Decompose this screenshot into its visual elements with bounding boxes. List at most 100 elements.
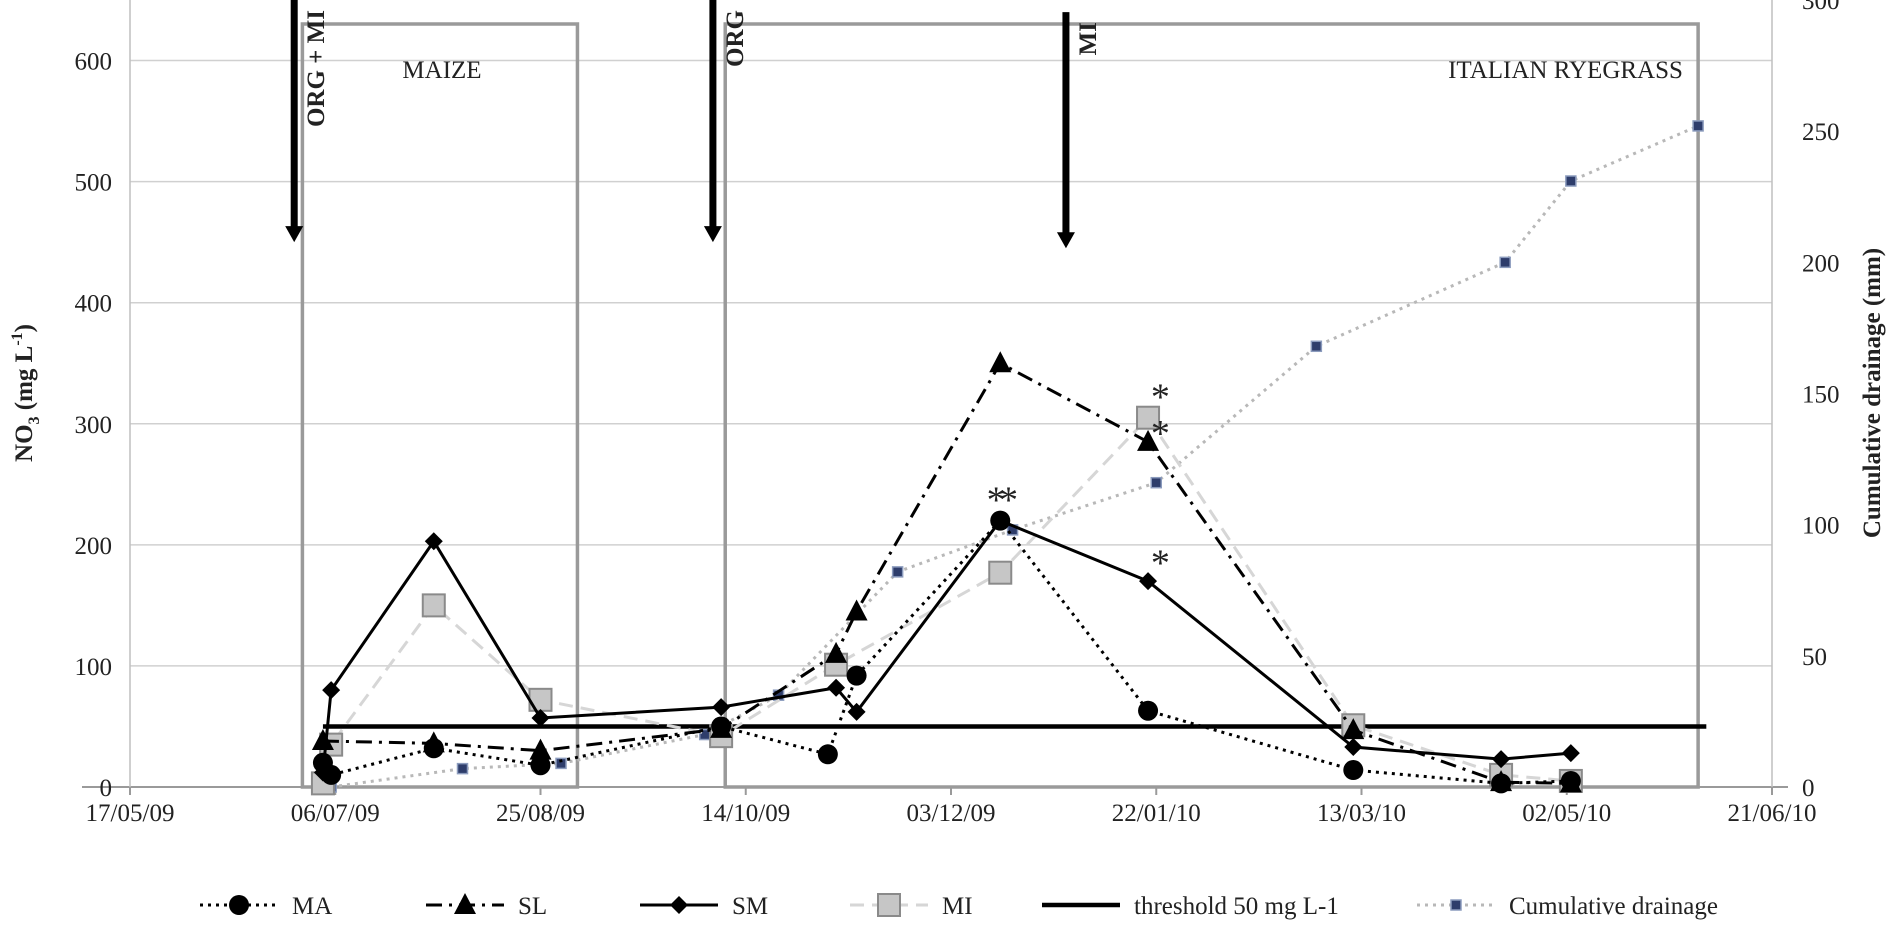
y-tick-label: 500 [75,170,113,197]
y2-tick-label: 0 [1802,775,1815,802]
marker-triangle [1137,429,1160,451]
y2-tick-label: 300 [1802,0,1840,15]
marker-circle [1560,770,1581,791]
series-line [322,361,1571,785]
arrow-head [703,226,722,243]
x-tick-label: 22/01/10 [1112,800,1201,827]
marker-circle [423,738,444,759]
marker-small-square [555,757,567,770]
y-axis-title-superscript: -1 [9,332,26,345]
series-line [321,518,1571,785]
marker-small-square [891,566,904,578]
arrow-head [1056,232,1075,249]
significance-stars: ***** [987,376,1170,584]
event-label: MI [1075,22,1102,55]
period-label: ITALIAN RYEGRASS [1448,57,1683,84]
legend-item: SM [640,893,768,920]
y-axis-title-close: ) [11,324,38,332]
y-axis-title: NO3 (mg L-1) [9,324,43,462]
significance-star: * [1151,376,1170,418]
marker-diamond [424,532,443,551]
x-tick-label: 06/07/09 [291,800,380,827]
x-tick-label: 13/03/10 [1317,800,1406,827]
y2-tick-label: 50 [1802,644,1827,671]
marker-circle [846,665,867,686]
y-tick-label: 100 [75,654,113,681]
series-ma [312,510,1581,794]
legend-label: Cumulative drainage [1509,893,1718,920]
y-tick-label: 400 [75,291,113,318]
legend-item: Cumulative drainage [1417,893,1718,920]
event-label: ORG [722,10,749,67]
marker-diamond [712,698,731,717]
marker-diamond [1344,738,1363,757]
marker-triangle [529,738,552,760]
marker-circle [530,755,551,776]
arrow-head [285,226,304,243]
event-arrow: ORG [703,0,749,243]
marker-diamond [322,681,341,700]
event-arrow: MI [1056,12,1102,249]
significance-star: * [999,479,1018,521]
y-tick-label: 200 [75,533,113,560]
y2-tick-label: 150 [1802,382,1840,409]
marker-small-square [1499,256,1511,269]
axes [82,0,1788,788]
marker-circle [711,716,732,737]
marker-triangle [989,351,1012,373]
marker-diamond [847,702,866,721]
y-axis-title-subscript: 3 [26,416,43,424]
y-tick-label: 300 [75,412,113,439]
marker-square [877,893,901,917]
marker-triangle [311,728,334,750]
marker-circle [1343,760,1364,781]
legend-label: SL [518,893,547,920]
marker-diamond [827,678,846,697]
y2-tick-label: 100 [1802,513,1840,540]
x-tick-label: 02/05/10 [1522,800,1611,827]
legend-label: threshold 50 mg L-1 [1134,893,1339,920]
significance-star: * [1151,413,1170,455]
marker-diamond [1139,572,1158,591]
marker-triangle [454,893,476,914]
marker-circle [229,895,249,915]
x-tick-label: 17/05/09 [86,800,175,827]
series-line [321,518,1571,773]
tick-labels: 0 100 200 300 400 500 600 0 50 100 150 200 250 300 17/… [75,0,1840,827]
series-sm [313,511,1580,782]
x-tick-label: 14/10/09 [701,800,790,827]
significance-star: * [1151,542,1170,584]
legend-label: MI [942,893,973,920]
legend-label: MA [292,893,332,920]
x-tick-label: 21/06/10 [1728,800,1817,827]
marker-square [1136,405,1161,430]
marker-diamond [670,896,688,914]
y2-tick-label: 200 [1802,250,1840,277]
marker-square [421,593,446,618]
marker-small-square [1150,476,1162,489]
event-arrow: ORG + MI [285,0,330,243]
legend: MA SL SM MI threshold 50 mg L-1 Cumulative dr… [200,893,1718,920]
significance-star: * [987,479,1006,521]
marker-small-square [1692,120,1704,132]
legend-item: SL [426,893,547,920]
x-tick-label: 25/08/09 [496,800,585,827]
period-box [723,22,1700,789]
period-label: MAIZE [402,57,481,84]
series-line [321,415,1571,784]
marker-small-square [456,762,469,775]
marker-circle [321,764,342,785]
marker-diamond [531,708,550,727]
x-tick-label: 03/12/09 [907,800,996,827]
y2-tick-label: 250 [1802,119,1840,146]
marker-square [988,560,1013,585]
y-axis-title-unit: (mg L [11,346,38,417]
event-label: ORG + MI [303,10,330,127]
marker-diamond [1492,750,1511,769]
fertilization-events: ORG + MI ORG MI [285,0,1102,249]
legend-item: threshold 50 mg L-1 [1042,893,1339,920]
marker-circle [1491,773,1512,794]
series-mi [310,405,1583,796]
gridlines [130,59,1772,667]
